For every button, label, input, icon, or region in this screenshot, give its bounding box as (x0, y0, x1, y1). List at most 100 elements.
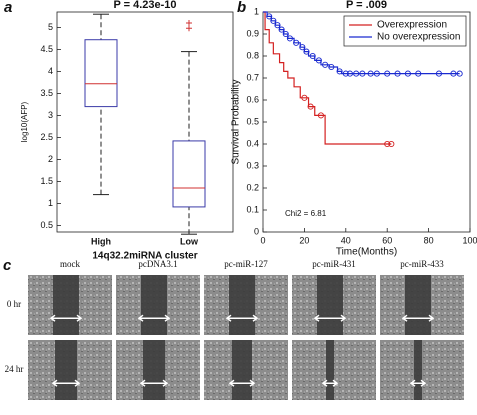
y-tick-label: 0.5 (40, 220, 53, 230)
censor-mark (307, 103, 314, 110)
censor-mark (317, 112, 325, 119)
panel-letter: a (4, 0, 12, 16)
wound-gap (229, 275, 255, 335)
y-tick-label: 0.4 (246, 138, 259, 148)
outlier (186, 25, 192, 32)
gap-arrow (225, 314, 259, 322)
column-label: mock (60, 259, 80, 269)
column-label: pcDNA3.1 (138, 259, 177, 269)
y-tick-label: 4.5 (40, 44, 53, 54)
censor-mark (266, 13, 273, 20)
column-label: pc-miR-127 (224, 259, 268, 269)
y-tick-label: 0.2 (246, 182, 259, 192)
gap-arrow (51, 379, 81, 387)
x-tick-label: Low (180, 236, 199, 246)
wound-gap (317, 275, 343, 335)
wound-gap (141, 275, 167, 335)
row-label: 24 hr (5, 364, 24, 374)
gap-arrow (409, 379, 427, 387)
censor-mark (384, 70, 391, 77)
plot-frame (56, 11, 234, 233)
y-tick-label: 5 (48, 22, 53, 32)
x-axis-label: 14q32.2miRNA cluster (92, 251, 197, 262)
censor-mark (315, 57, 322, 64)
x-axis-label: Time(Months) (336, 247, 397, 258)
gap-arrow (228, 379, 256, 387)
censor-mark (456, 70, 463, 77)
box (84, 39, 118, 108)
censor-mark (450, 70, 457, 77)
censor-mark (286, 35, 293, 42)
y-tick-label: 0.1 (246, 204, 259, 214)
y-tick-label: 0.7 (246, 72, 259, 82)
y-axis-label: log10(AFP) (20, 101, 29, 142)
wound-gap (414, 340, 422, 400)
x-tick-label: 60 (382, 235, 392, 245)
x-tick-label: 20 (299, 235, 309, 245)
censor-mark (394, 70, 401, 77)
gap-arrow (49, 314, 83, 322)
y-tick-label: 0.6 (246, 94, 259, 104)
wound-gap (55, 340, 77, 400)
legend-label: No overexpression (377, 32, 460, 43)
y-tick-label: 0.9 (246, 28, 259, 38)
column-label: pc-miR-431 (312, 259, 356, 269)
censor-mark (367, 70, 374, 77)
censor-mark (384, 140, 391, 148)
censor-mark (373, 70, 380, 77)
censor-mark (404, 70, 411, 77)
wound-gap (405, 275, 431, 335)
censor-mark (293, 39, 300, 46)
censor-mark (301, 94, 308, 101)
gap-arrow (139, 379, 169, 387)
censor-mark (346, 70, 353, 77)
x-tick-label: 80 (424, 235, 434, 245)
y-tick-label: 1 (254, 6, 259, 16)
censor-mark (282, 30, 289, 38)
x-tick-label: High (91, 236, 111, 246)
survival-curve (263, 11, 392, 145)
y-tick-label: 3 (48, 110, 53, 120)
censor-mark (336, 68, 343, 75)
y-tick-label: 0.3 (246, 160, 259, 170)
gap-arrow (313, 314, 347, 322)
y-axis-label: Survival Probability (231, 79, 242, 164)
legend-label: Overexpression (377, 20, 447, 31)
wound-gap (53, 275, 79, 335)
censor-mark (274, 22, 281, 29)
outlier (186, 20, 192, 26)
y-tick-label: 0 (254, 226, 259, 236)
annotation: Chi2 = 6.81 (285, 209, 327, 218)
x-tick-label: 0 (260, 235, 265, 245)
x-tick-label: 100 (462, 235, 477, 245)
wound-gap (326, 340, 334, 400)
censor-mark (342, 70, 349, 77)
column-label: pc-miR-433 (400, 259, 444, 269)
censor-mark (278, 26, 285, 33)
y-tick-label: 2.5 (40, 132, 53, 142)
box (172, 140, 206, 208)
x-tick-label: 40 (341, 235, 351, 245)
gap-arrow (137, 314, 171, 322)
censor-mark (299, 44, 306, 51)
row-label: 0 hr (7, 299, 21, 309)
wound-gap (143, 340, 165, 400)
gap-arrow (321, 379, 339, 387)
censor-mark (322, 61, 329, 68)
censor-mark (435, 70, 443, 77)
censor-mark (328, 63, 335, 71)
censor-mark (415, 70, 422, 77)
censor-mark (353, 70, 360, 77)
legend-box (343, 15, 467, 47)
censor-mark (309, 52, 316, 60)
censor-mark (270, 17, 277, 24)
y-tick-label: 1 (48, 198, 53, 208)
chart-title: P = 4.23e-10 (113, 0, 176, 11)
y-tick-label: 3.5 (40, 88, 53, 98)
panel-letter: b (237, 0, 246, 16)
censor-mark (388, 140, 395, 148)
y-tick-label: 2 (48, 154, 53, 164)
censor-mark (359, 70, 366, 77)
